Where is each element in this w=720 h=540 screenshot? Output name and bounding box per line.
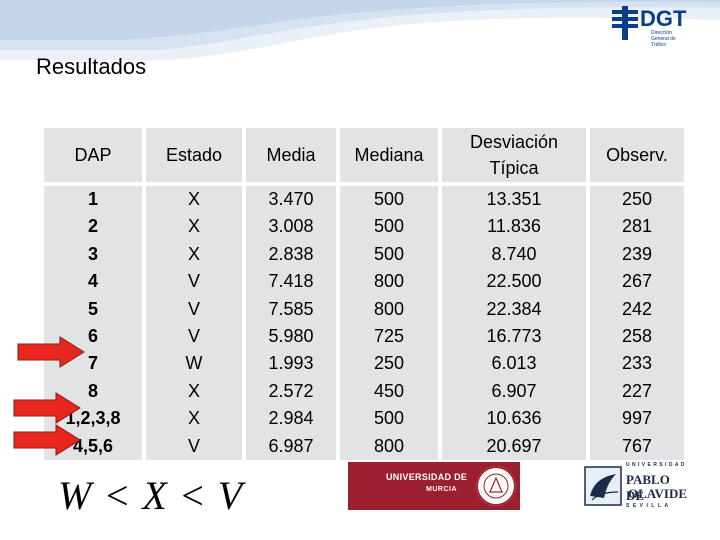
table-cell: 22.384 [486, 298, 542, 319]
table-cell: 20.697 [486, 435, 542, 456]
olavide-logo-mid: PABLO DE [626, 472, 670, 503]
table-cell: 997 [621, 408, 653, 429]
red-arrow-icon [17, 336, 85, 368]
universidad-pablo-olavide-logo: UNIVERSIDAD PABLO DE OLAVIDE SEVILLA [584, 462, 688, 510]
table-cell: X [187, 216, 200, 237]
table-cell: W [185, 353, 203, 374]
table-cell: 13.351 [486, 189, 542, 209]
table-cell: V [187, 298, 200, 319]
column-observ [590, 186, 684, 460]
olavide-logo-bottom: SEVILLA [626, 503, 672, 509]
table-cell: 22.500 [486, 271, 542, 292]
table-cell: V [187, 435, 200, 456]
table-cell: 725 [373, 326, 405, 346]
slide-title: Resultados [36, 54, 147, 79]
table-cell: X [187, 380, 200, 401]
table-cell: 250 [373, 353, 405, 374]
table-cell: 7.585 [268, 298, 314, 319]
table-cell: V [187, 326, 200, 346]
table-cell: 6.907 [491, 380, 537, 401]
table-cell: X [187, 243, 200, 264]
table-cell: 800 [373, 435, 405, 456]
table-cell: 242 [621, 298, 653, 319]
dgt-brand-text: DGT [640, 6, 687, 31]
table-cell: 2 [87, 216, 98, 237]
table-cell: 800 [373, 271, 405, 292]
header-dap: DAP [44, 128, 142, 182]
column-media [246, 186, 336, 460]
table-cell: X [187, 189, 200, 209]
header-mediana: Mediana [340, 128, 438, 182]
column-estado [146, 186, 242, 460]
table-cell: V [187, 271, 200, 292]
column-mediana [340, 186, 438, 460]
table-header-row: DAP Estado Media Mediana Desviación Típi… [44, 128, 684, 182]
murcia-logo-line2: MURCIA [426, 486, 457, 493]
table-cell: 4 [87, 271, 98, 292]
table-cell: 10.636 [486, 408, 542, 429]
table-cell: 450 [373, 380, 405, 401]
red-arrow-icon [13, 392, 81, 424]
table-cell: 16.773 [486, 326, 542, 346]
universidad-murcia-logo: UNIVERSIDAD DE MURCIA [348, 462, 520, 510]
header-media: Media [246, 128, 336, 182]
table-cell: 227 [621, 380, 653, 401]
table-cell: 258 [621, 326, 653, 346]
table-cell: 500 [373, 189, 405, 209]
table-cell: 500 [373, 408, 405, 429]
red-arrow-icon [13, 424, 81, 456]
table-cell: 3.008 [268, 216, 314, 237]
table-cell: 800 [373, 298, 405, 319]
table-cell: 239 [621, 243, 653, 264]
table-cell: 1.993 [268, 353, 314, 374]
table-cell: 250 [621, 189, 653, 209]
table-cell: 2.572 [268, 380, 314, 401]
table-cell: 767 [621, 435, 653, 456]
table-cell: 8.740 [491, 243, 537, 264]
formula-text: W < X < V [58, 473, 244, 518]
dgt-brand-subtitle: Dirección General de Tráfico [651, 30, 676, 48]
table-cell: 8 [87, 380, 98, 401]
table-cell: 6 [87, 326, 98, 346]
university-seal-icon [476, 466, 516, 506]
table-cell: 5.980 [268, 326, 314, 346]
header-observ: Observ. [590, 128, 684, 182]
table-cell: 2.984 [268, 408, 314, 429]
dgt-logo: DGT Dirección General de Tráfico [610, 4, 710, 48]
header-desviacion: Desviación Típica [442, 128, 586, 182]
table-cell: 500 [373, 216, 405, 237]
column-desviacion [442, 186, 586, 460]
table-cell: 267 [621, 271, 653, 292]
table-cell: 11.836 [487, 216, 541, 237]
table-cell: 281 [621, 216, 653, 237]
table-cell: 3 [87, 243, 98, 264]
table-cell: 5 [87, 298, 98, 319]
table-cell: 1,2,3,8 [65, 408, 121, 429]
table-cell: 7.418 [268, 271, 314, 292]
table-cell: 500 [373, 243, 405, 264]
table-cell: 6.987 [268, 435, 314, 456]
olavide-emblem-icon [584, 466, 622, 506]
olavide-logo-mid2: OLAVIDE [628, 486, 688, 501]
table-cell: 2.838 [268, 243, 314, 264]
table-cell: 7 [87, 353, 98, 374]
table-cell: 233 [621, 353, 653, 374]
header-estado: Estado [146, 128, 242, 182]
table-cell: 1 [87, 189, 98, 209]
olavide-logo-top: UNIVERSIDAD [626, 462, 687, 468]
table-cell: X [187, 408, 200, 429]
header-band [0, 0, 720, 60]
table-cell: 4,5,6 [72, 435, 114, 456]
dgt-cross-icon [612, 6, 638, 40]
table-cell: 6.013 [491, 353, 537, 374]
table-cell: 3.470 [268, 189, 314, 209]
murcia-logo-line1: UNIVERSIDAD DE [386, 472, 468, 482]
